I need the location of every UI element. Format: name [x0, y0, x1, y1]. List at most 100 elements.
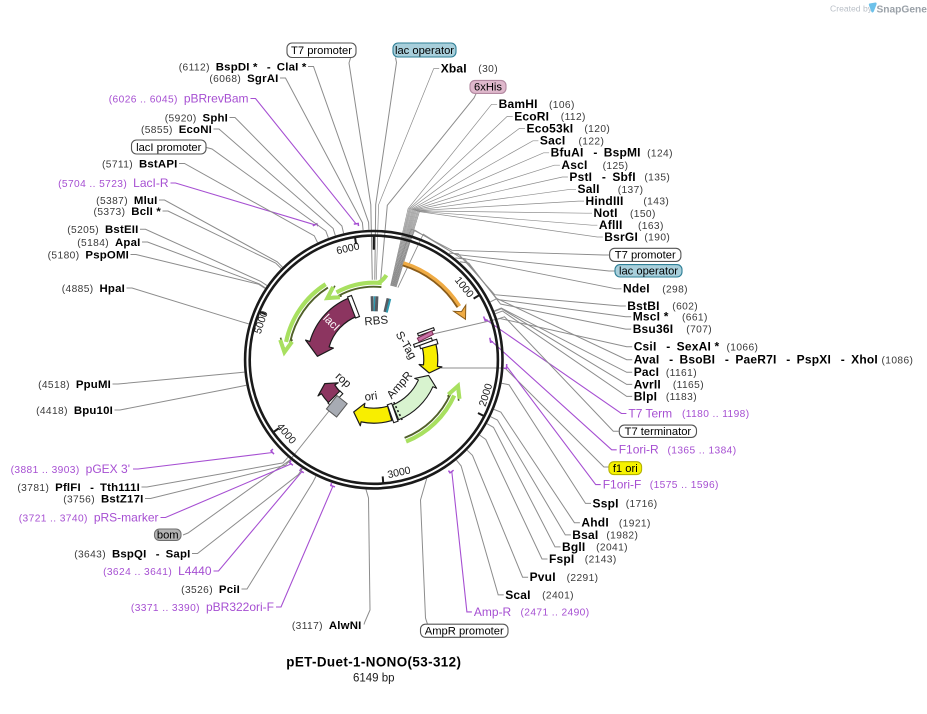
svg-text:(125): (125) — [603, 161, 629, 172]
svg-text:(3624 .. 3641) L4440: (3624 .. 3641) L4440 — [103, 564, 212, 578]
svg-text:(1183): (1183) — [666, 392, 697, 403]
svg-text:(3881 .. 3903) pGEX 3': (3881 .. 3903) pGEX 3' — [11, 462, 130, 476]
svg-text:BstBI: BstBI — [627, 299, 659, 313]
svg-text:(5711) BstAPI: (5711) BstAPI — [102, 158, 178, 170]
svg-text:BsaI: BsaI — [572, 528, 598, 542]
svg-text:(143): (143) — [643, 197, 669, 208]
svg-text:(1161): (1161) — [666, 368, 697, 379]
svg-text:EcoRI: EcoRI — [514, 109, 549, 123]
svg-text:(4518) PpuMI: (4518) PpuMI — [38, 379, 111, 391]
svg-text:(298): (298) — [662, 284, 688, 295]
svg-text:(3371 .. 3390) pBR322ori-F: (3371 .. 3390) pBR322ori-F — [131, 600, 274, 614]
svg-text:(112): (112) — [561, 112, 586, 123]
svg-text:(1066): (1066) — [727, 342, 759, 353]
svg-text:(707): (707) — [686, 325, 712, 336]
svg-text:(150): (150) — [630, 209, 656, 220]
svg-text:(1716): (1716) — [626, 499, 658, 510]
svg-text:ScaI: ScaI — [505, 588, 531, 602]
svg-text:(661): (661) — [682, 312, 708, 323]
svg-text:(122): (122) — [579, 136, 605, 147]
svg-text:F1ori-F: F1ori-F — [603, 478, 642, 492]
svg-text:(1982): (1982) — [606, 531, 638, 542]
svg-text:(6026 .. 6045) pBRrevBam: (6026 .. 6045) pBRrevBam — [109, 91, 249, 105]
svg-text:(5704 .. 5723) LacI-R: (5704 .. 5723) LacI-R — [58, 176, 169, 190]
svg-text:(5920) SphI: (5920) SphI — [165, 112, 228, 124]
svg-text:(5373) BclI *: (5373) BclI * — [94, 206, 162, 218]
svg-text:(106): (106) — [549, 100, 575, 111]
svg-text:(2041): (2041) — [596, 543, 628, 554]
svg-text:BamHI: BamHI — [499, 97, 538, 111]
svg-text:T7 Term: T7 Term — [628, 406, 672, 420]
svg-text:(1086): (1086) — [882, 355, 914, 366]
svg-text:(2143): (2143) — [585, 555, 617, 566]
svg-text:(5387) MluI: (5387) MluI — [96, 195, 157, 207]
svg-text:SacI: SacI — [540, 134, 566, 148]
svg-text:6000: 6000 — [335, 240, 361, 257]
svg-text:(3781) PflFI - Tth111I: (3781) PflFI - Tth111I — [17, 482, 140, 494]
svg-text:(30): (30) — [478, 64, 498, 75]
svg-text:HindIII: HindIII — [586, 194, 624, 208]
svg-text:AhdI: AhdI — [581, 516, 608, 530]
svg-text:NotI: NotI — [594, 206, 618, 220]
svg-text:AscI: AscI — [561, 158, 587, 172]
svg-text:(3526) PciI: (3526) PciI — [181, 584, 240, 596]
svg-text:(1575 .. 1596): (1575 .. 1596) — [650, 480, 719, 491]
svg-text:NdeI: NdeI — [623, 282, 650, 296]
svg-text:(1180 .. 1198): (1180 .. 1198) — [682, 409, 750, 420]
svg-text:6149 bp: 6149 bp — [353, 673, 395, 685]
svg-text:bom: bom — [157, 530, 179, 542]
svg-text:(602): (602) — [672, 302, 698, 313]
svg-text:BglI: BglI — [562, 540, 585, 554]
svg-text:(190): (190) — [644, 233, 670, 244]
svg-text:6xHis: 6xHis — [474, 82, 502, 94]
svg-text:Created by: Created by — [830, 4, 873, 14]
svg-text:SspI: SspI — [593, 496, 619, 510]
svg-text:PstI - SbfI: PstI - SbfI — [569, 170, 635, 184]
svg-text:(4418) Bpu10I: (4418) Bpu10I — [36, 405, 113, 417]
svg-text:f1 ori: f1 ori — [613, 463, 638, 475]
svg-text:CsiI - SexAI *: CsiI - SexAI * — [634, 340, 720, 354]
svg-text:(2291): (2291) — [567, 573, 599, 584]
svg-text:(120): (120) — [584, 124, 610, 135]
svg-text:XbaI: XbaI — [441, 62, 467, 76]
svg-text:MscI *: MscI * — [633, 310, 669, 324]
svg-text:(3756) BstZ17I: (3756) BstZ17I — [63, 493, 143, 505]
svg-text:(2471 .. 2490): (2471 .. 2490) — [521, 608, 590, 619]
svg-text:lacI promoter: lacI promoter — [136, 142, 202, 154]
svg-text:RBS: RBS — [364, 314, 389, 328]
svg-text:(5855) EcoNI: (5855) EcoNI — [141, 124, 212, 136]
svg-text:(1365 .. 1384): (1365 .. 1384) — [668, 445, 737, 456]
svg-text:(135): (135) — [644, 173, 670, 184]
svg-text:(4885) HpaI: (4885) HpaI — [62, 283, 125, 295]
svg-text:ori: ori — [364, 390, 378, 404]
svg-text:(2401): (2401) — [542, 591, 574, 602]
svg-text:AvaI - BsoBI - PaeR7I - Psp: AvaI - BsoBI - PaeR7I - PspXI - XhoI — [634, 353, 878, 367]
svg-text:pET-Duet-1-NONO(53-312): pET-Duet-1-NONO(53-312) — [286, 655, 461, 670]
svg-text:SnapGene: SnapGene — [877, 5, 927, 16]
svg-text:Eco53kI: Eco53kI — [527, 121, 574, 135]
svg-text:3000: 3000 — [386, 464, 412, 481]
svg-text:BsrGI: BsrGI — [604, 230, 638, 244]
svg-text:T7 promoter: T7 promoter — [615, 250, 676, 262]
svg-text:BlpI: BlpI — [634, 389, 657, 403]
svg-text:(1921): (1921) — [619, 518, 651, 529]
svg-text:(3117) AlwNI: (3117) AlwNI — [292, 620, 362, 632]
svg-text:PvuI: PvuI — [530, 570, 556, 584]
svg-text:FspI: FspI — [549, 552, 574, 566]
svg-text:PacI: PacI — [634, 365, 660, 379]
svg-text:(137): (137) — [618, 185, 644, 196]
svg-text:AflII: AflII — [599, 218, 623, 232]
svg-text:(6068) SgrAI: (6068) SgrAI — [209, 73, 278, 85]
svg-text:Amp-R: Amp-R — [474, 605, 512, 619]
svg-text:AmpR promoter: AmpR promoter — [425, 626, 504, 638]
svg-text:F1ori-R: F1ori-R — [619, 443, 659, 457]
svg-text:(5205) BstEII: (5205) BstEII — [67, 224, 138, 236]
svg-text:BfuAI - BspMI: BfuAI - BspMI — [551, 146, 641, 160]
svg-text:(163): (163) — [638, 221, 664, 232]
svg-text:(3721 .. 3740) pRS-marker: (3721 .. 3740) pRS-marker — [19, 510, 159, 524]
svg-text:(3643) BspQI - SapI: (3643) BspQI - SapI — [74, 548, 190, 560]
svg-text:(5180) PspOMI: (5180) PspOMI — [48, 249, 129, 261]
svg-text:(1165): (1165) — [673, 380, 704, 391]
svg-text:T7 terminator: T7 terminator — [625, 426, 692, 438]
svg-text:lac operator: lac operator — [395, 45, 454, 57]
